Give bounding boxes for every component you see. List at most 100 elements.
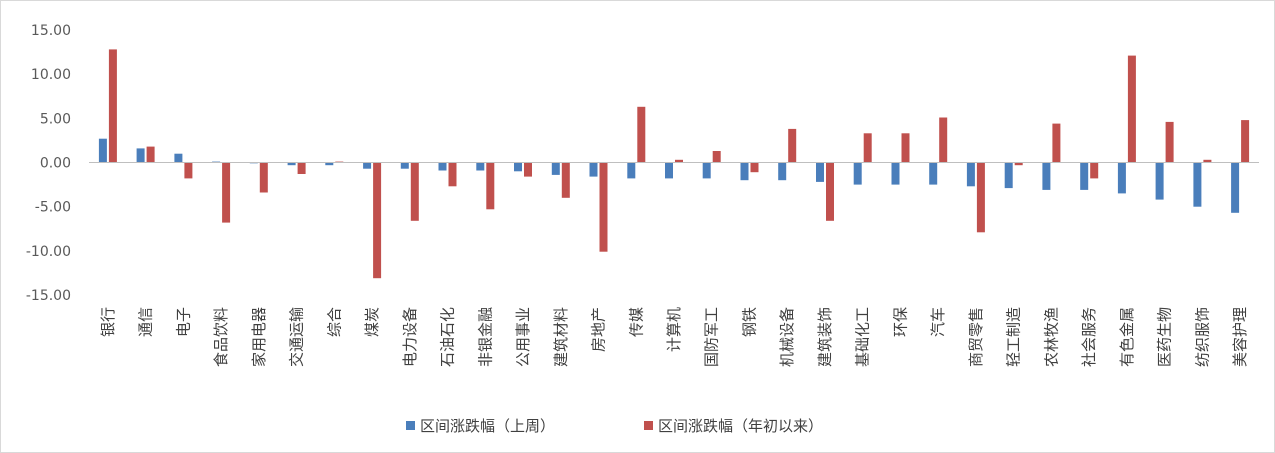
bar-weekly	[98, 138, 107, 163]
x-category-label: 电子	[174, 307, 192, 337]
legend-label-weekly: 区间涨跌幅（上周）	[420, 417, 555, 435]
bar-ytd	[637, 106, 646, 163]
y-tick-label: 5.00	[40, 111, 71, 127]
bar-weekly	[665, 162, 673, 179]
x-category-label: 国防军工	[703, 307, 721, 367]
y-tick-label: -15.00	[26, 288, 71, 304]
bar-weekly	[174, 153, 183, 163]
x-axis-category-labels: 银行 通信 电子 食品饮料 家用电器 交通运输 综合 煤炭 电力设备 石油石化 非银金融 公用事业 建筑…	[99, 307, 1249, 367]
x-category-label: 公用事业	[514, 307, 532, 367]
bar-weekly	[551, 162, 560, 175]
y-tick-label: 15.00	[31, 23, 71, 39]
bar-weekly	[816, 162, 824, 182]
bar-weekly	[400, 162, 409, 169]
bar-ytd	[373, 162, 382, 279]
bar-ytd	[1127, 55, 1136, 163]
bar-weekly	[891, 162, 900, 185]
y-axis-ticks: 15.00 10.00 5.00 0.00 -5.00 -10.00 -15.00	[26, 23, 71, 304]
bar-ytd	[750, 162, 759, 173]
x-category-label: 房地产	[590, 307, 608, 352]
bar-ytd	[939, 117, 948, 163]
bar-weekly	[740, 162, 749, 181]
x-category-label: 基础化工	[854, 307, 872, 367]
bar-ytd	[788, 128, 797, 163]
bar-ytd	[561, 162, 570, 198]
bar-ytd	[410, 162, 419, 221]
x-category-label: 传媒	[627, 307, 645, 337]
x-category-label: 汽车	[929, 307, 947, 337]
y-tick-label: -5.00	[35, 200, 71, 216]
bar-weekly	[1080, 162, 1089, 190]
x-category-label: 建筑装饰	[816, 307, 834, 367]
bar-ytd	[976, 162, 985, 233]
x-category-label: 轻工制造	[1005, 307, 1023, 367]
x-category-label: 纺织服饰	[1193, 307, 1211, 367]
x-category-label: 综合	[325, 307, 343, 337]
x-category-label: 银行	[99, 307, 117, 337]
bar-weekly	[929, 162, 938, 185]
bar-weekly	[325, 162, 334, 166]
x-category-label: 农林牧渔	[1042, 307, 1060, 367]
y-tick-label: -10.00	[26, 244, 71, 260]
y-tick-label: 10.00	[31, 67, 71, 83]
x-category-label: 商贸零售	[967, 307, 985, 367]
bar-weekly	[438, 162, 447, 171]
x-category-label: 交通运输	[288, 307, 306, 367]
x-category-label: 钢铁	[740, 307, 758, 337]
bar-ytd	[901, 133, 910, 163]
bar-weekly	[702, 162, 711, 179]
bar-ytd	[1203, 159, 1212, 163]
bar-ytd	[108, 49, 117, 163]
legend-label-ytd: 区间涨跌幅（年初以来）	[658, 417, 823, 435]
bar-ytd	[297, 162, 306, 174]
bar-ytd	[184, 162, 193, 179]
bar-ytd	[486, 162, 495, 210]
bar-weekly	[514, 162, 522, 172]
bar-ytd	[222, 162, 231, 223]
bar-ytd	[1014, 162, 1023, 166]
bar-ytd	[146, 146, 155, 163]
x-category-label: 机械设备	[778, 307, 796, 367]
bar-ytd	[1052, 123, 1061, 163]
bar-ytd	[863, 133, 872, 163]
legend-swatch-weekly	[406, 421, 415, 430]
bar-ytd	[599, 162, 608, 252]
bar-ytd	[1090, 162, 1099, 179]
bar-weekly	[966, 162, 975, 187]
bar-weekly	[589, 162, 598, 177]
x-category-label: 石油石化	[439, 307, 457, 367]
bar-weekly	[1155, 162, 1164, 200]
bar-ytd	[1241, 120, 1250, 163]
bar-weekly	[1004, 162, 1013, 189]
bar-weekly	[136, 148, 145, 163]
bar-weekly	[1193, 162, 1202, 207]
x-category-label: 建筑材料	[552, 307, 570, 367]
bar-weekly	[1231, 162, 1240, 213]
bar-weekly	[1042, 162, 1051, 190]
bar-ytd	[524, 162, 532, 177]
x-category-label: 环保	[891, 307, 909, 337]
y-tick-label: 0.00	[40, 156, 71, 172]
legend: 区间涨跌幅（上周） 区间涨跌幅（年初以来）	[406, 417, 823, 435]
bar-ytd	[448, 162, 457, 187]
bar-weekly	[287, 162, 296, 166]
bar-weekly	[778, 162, 787, 181]
bar-ytd	[675, 159, 683, 163]
x-category-label: 医药生物	[1156, 307, 1174, 367]
legend-swatch-ytd	[644, 421, 653, 430]
bar-ytd	[259, 162, 268, 193]
bar-ytd	[1165, 121, 1174, 163]
x-category-label: 有色金属	[1118, 307, 1136, 367]
x-category-label: 家用电器	[250, 307, 268, 367]
bar-weekly	[476, 162, 485, 171]
x-category-label: 美容护理	[1231, 307, 1249, 367]
bar-ytd	[826, 162, 834, 221]
x-category-label: 煤炭	[363, 307, 381, 337]
chart-bars	[98, 49, 1250, 279]
x-category-label: 通信	[137, 307, 155, 337]
bar-ytd	[712, 151, 721, 163]
x-category-label: 电力设备	[401, 307, 419, 367]
bar-weekly	[627, 162, 636, 179]
bar-weekly	[1117, 162, 1126, 194]
